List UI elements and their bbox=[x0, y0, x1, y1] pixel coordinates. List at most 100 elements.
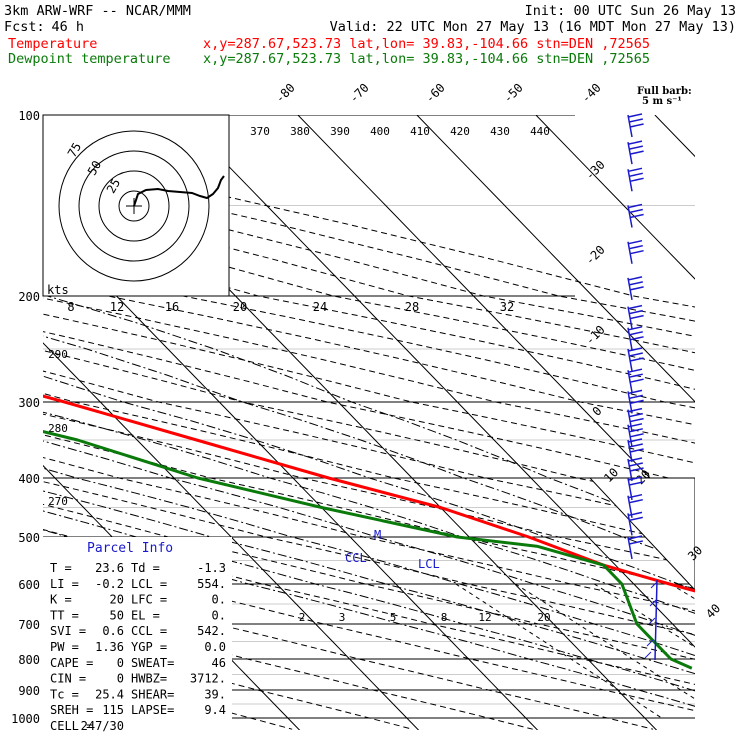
isotherm-line bbox=[43, 219, 539, 730]
mixing-ratio-line bbox=[593, 583, 695, 648]
parcel-info-title: Parcel Info bbox=[87, 541, 173, 556]
parcel-info-value: 247/30 bbox=[81, 719, 124, 733]
wind-barb-shaft bbox=[627, 513, 633, 536]
hodograph-ring bbox=[58, 130, 210, 282]
wind-barb-flag bbox=[628, 113, 643, 118]
init-time: Init: 00 UTC Sun 26 May 13 bbox=[525, 3, 736, 19]
parcel-info-value: 1.36 bbox=[95, 640, 124, 654]
moist-adiabat-line bbox=[47, 295, 695, 538]
parcel-info-value: 0.0 bbox=[204, 640, 226, 654]
isotherm-label: -80 bbox=[273, 81, 298, 106]
parcel-info-value: 115 bbox=[102, 703, 124, 717]
mixing-ratio-line bbox=[515, 583, 695, 700]
parcel-info-value: 50 bbox=[110, 608, 124, 622]
parcel-info-value: Tc = bbox=[50, 687, 79, 701]
wind-barb-flag bbox=[629, 123, 644, 128]
hodograph-ring-label: 25 bbox=[104, 176, 123, 196]
wind-barb-shaft bbox=[627, 348, 633, 372]
wind-barb-flag bbox=[628, 407, 643, 413]
mixing-ratio-line bbox=[455, 583, 662, 719]
wind-barb-flag bbox=[628, 239, 643, 245]
hodograph-ring bbox=[98, 170, 170, 242]
wind-barb-flag bbox=[628, 368, 643, 373]
low-wind-vector bbox=[648, 617, 656, 625]
wind-barb-flag bbox=[628, 326, 643, 331]
wind-barb-flag bbox=[628, 304, 643, 310]
wind-barb bbox=[627, 438, 644, 463]
low-wind-vector bbox=[646, 639, 654, 647]
wind-barb-flag bbox=[629, 394, 643, 400]
parcel-info-value: 0 bbox=[117, 672, 124, 686]
wind-barb-flag bbox=[629, 428, 643, 433]
wind-barb-shaft bbox=[627, 391, 633, 414]
pressure-tick-label: 500 bbox=[18, 531, 40, 545]
sounding-profiles bbox=[43, 394, 695, 670]
low-wind-axis bbox=[654, 579, 658, 661]
wind-barb bbox=[627, 389, 644, 414]
isotherm-line bbox=[535, 115, 695, 280]
legend-temperature-name: Temperature bbox=[8, 36, 97, 52]
hodograph-speed-label: 8 bbox=[67, 300, 74, 314]
moist-adiabat-line bbox=[43, 529, 695, 707]
wind-barb-flag bbox=[628, 535, 643, 540]
wind-barb-flag bbox=[629, 336, 644, 341]
wind-barb-flag bbox=[629, 540, 643, 545]
isotherm-label: -30 bbox=[583, 158, 608, 183]
wind-barb-flag bbox=[628, 438, 643, 443]
pressure-tick-label: 600 bbox=[18, 578, 40, 592]
wind-barb-flag bbox=[629, 467, 644, 472]
low-level-winds bbox=[644, 579, 658, 661]
pressure-tick-label: 700 bbox=[18, 618, 40, 632]
isotherm-line bbox=[654, 115, 695, 158]
wind-barb-shaft bbox=[627, 169, 633, 192]
hodograph-ring-label: 50 bbox=[85, 158, 104, 178]
wind-barb-flag bbox=[629, 208, 643, 214]
wind-barb bbox=[627, 203, 644, 228]
mixing-ratio-label: 12 bbox=[478, 611, 491, 624]
dry-adiabat-line bbox=[43, 350, 695, 503]
wind-barb-shaft bbox=[627, 205, 633, 228]
theta-e-label: 270 bbox=[48, 495, 68, 508]
mixing-ratio-label: 5 bbox=[390, 611, 397, 624]
isotherm-label: -10 bbox=[583, 323, 608, 348]
hodograph-speed-label: 28 bbox=[405, 300, 419, 314]
wind-barbs bbox=[627, 113, 658, 661]
wind-barb-flag bbox=[629, 150, 644, 155]
forecast-hours: 46 h bbox=[51, 19, 84, 35]
wind-barb bbox=[627, 140, 644, 165]
wind-barb-shaft bbox=[627, 306, 633, 329]
plot-edge-wedge bbox=[588, 477, 695, 591]
isotherm-line bbox=[297, 115, 695, 526]
wind-barb-flag bbox=[629, 357, 644, 362]
wind-barb-flag bbox=[629, 314, 644, 320]
wind-barb-flag bbox=[628, 389, 643, 395]
wind-barb-shaft bbox=[627, 439, 633, 463]
wind-barb bbox=[627, 511, 643, 536]
parcel-info-value: 39. bbox=[204, 687, 226, 701]
wind-barb bbox=[627, 276, 644, 301]
hodograph-speed-label: 32 bbox=[500, 300, 514, 314]
level-marker-m: M bbox=[374, 528, 381, 542]
wind-barb-flag bbox=[629, 412, 643, 418]
parcel-info-value: 9.4 bbox=[204, 703, 226, 717]
theta-label: 420 bbox=[450, 125, 470, 138]
dry-adiabat-line bbox=[43, 276, 695, 426]
wind-barb-flag bbox=[629, 177, 644, 183]
mixing-ratio-label: 3 bbox=[339, 611, 346, 624]
parcel-info-value: SREH = bbox=[50, 703, 93, 717]
parcel-info-value: 46 bbox=[212, 656, 226, 670]
parcel-info-value: 0. bbox=[212, 593, 226, 607]
wind-barb-flag bbox=[628, 140, 643, 145]
pressure-tick-label: 900 bbox=[18, 684, 40, 698]
hodograph-speed-label: 16 bbox=[165, 300, 179, 314]
parcel-info-value: LI = bbox=[50, 577, 79, 591]
wind-barb bbox=[627, 239, 644, 264]
forecast-label: Fcst: bbox=[4, 19, 45, 35]
wind-barb-flag bbox=[628, 203, 643, 209]
legend-temperature-info: x,y=287.67,523.73 lat,lon= 39.83,-104.66… bbox=[203, 36, 650, 52]
pressure-tick-label: 400 bbox=[18, 472, 40, 486]
parcel-info-value: LCL = bbox=[131, 577, 167, 591]
wind-barb-flag bbox=[629, 145, 643, 150]
wind-barb-flag bbox=[629, 118, 643, 123]
wind-barb-shaft bbox=[627, 370, 633, 393]
